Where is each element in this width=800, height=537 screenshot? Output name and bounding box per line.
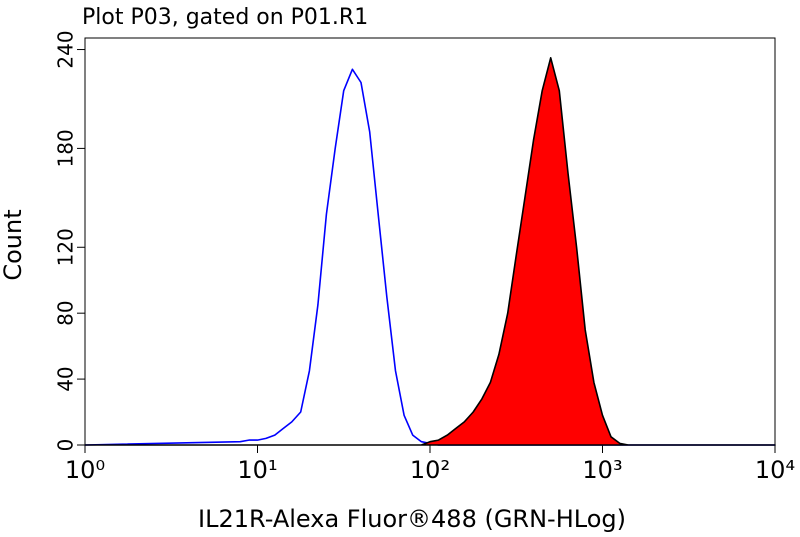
- x-axis-label: IL21R-Alexa Fluor®488 (GRN-HLog): [198, 505, 626, 533]
- y-axis-label: Count: [0, 209, 27, 280]
- y-tick-label: 180: [54, 129, 78, 167]
- filled-histogram: [84, 57, 776, 446]
- x-tick-label: 10⁴: [755, 456, 795, 484]
- y-tick-label: 120: [54, 228, 78, 266]
- histogram-line: [84, 68, 775, 446]
- chart-title: Plot P03, gated on P01.R1: [82, 5, 368, 30]
- x-tick-label: 10²: [410, 456, 450, 484]
- x-tick-label: 10⁰: [65, 456, 105, 484]
- plot-frame: [84, 37, 776, 446]
- y-tick-label: 80: [54, 300, 78, 325]
- x-tick-label: 10³: [582, 456, 622, 484]
- y-tick-label: 40: [54, 366, 78, 391]
- y-tick-label: 240: [54, 30, 78, 68]
- y-tick-label: 0: [54, 439, 78, 452]
- x-tick-label: 10¹: [237, 456, 277, 484]
